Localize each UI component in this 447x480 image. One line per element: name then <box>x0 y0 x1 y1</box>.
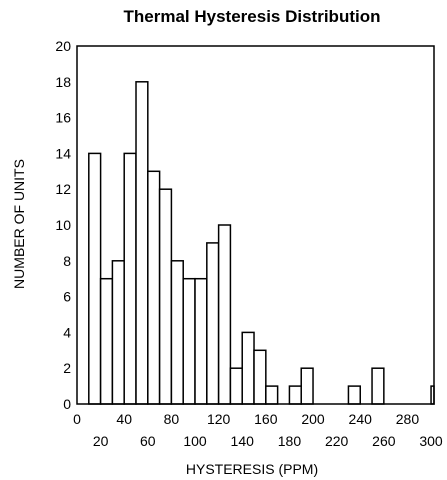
y-tick-label: 20 <box>55 38 71 54</box>
histogram-bar <box>206 242 220 405</box>
x-tick-label: 180 <box>278 433 302 449</box>
y-axis-ticks: 0 2 4 6 8 10 12 14 16 18 20 <box>55 38 71 412</box>
bars-group <box>88 81 435 405</box>
y-tick-label: 12 <box>55 181 71 197</box>
y-tick-label: 16 <box>55 110 71 126</box>
x-tick-label: 240 <box>349 411 373 427</box>
y-tick-label: 18 <box>55 74 71 90</box>
histogram-bar <box>147 170 161 405</box>
x-tick-label: 100 <box>183 433 207 449</box>
x-axis-ticks: 0 40 80 120 160 200 240 280 20 60 100 140 180 220 260 3… <box>73 411 443 449</box>
x-tick-label: 60 <box>140 433 156 449</box>
x-tick-label: 120 <box>207 411 231 427</box>
y-tick-label: 4 <box>63 324 71 340</box>
histogram-bar <box>99 277 114 405</box>
histogram-bar <box>300 367 314 405</box>
x-tick-label: 200 <box>301 411 325 427</box>
histogram-bar <box>371 367 385 405</box>
histogram-bar <box>88 152 102 405</box>
histogram-bar <box>182 277 196 405</box>
x-tick-label: 20 <box>93 433 109 449</box>
y-tick-label: 0 <box>63 396 71 412</box>
y-tick-label: 2 <box>63 360 71 376</box>
y-tick-label: 14 <box>55 145 71 161</box>
histogram-bar <box>253 349 267 405</box>
histogram-bar <box>241 331 255 405</box>
histogram-bar <box>123 152 137 405</box>
x-axis-label: HYSTERESIS (PPM) <box>186 461 318 477</box>
histogram-bar <box>111 260 125 405</box>
y-tick-label: 10 <box>55 217 71 233</box>
histogram-bar <box>217 224 232 405</box>
x-tick-label: 40 <box>116 411 132 427</box>
histogram-bar <box>347 385 361 405</box>
histogram-bar <box>158 188 173 405</box>
y-axis-label: NUMBER OF UNITS <box>11 159 27 289</box>
x-tick-label: 260 <box>372 433 396 449</box>
x-tick-label: 140 <box>231 433 255 449</box>
histogram-bar <box>288 385 302 405</box>
chart-title: Thermal Hysteresis Distribution <box>124 7 381 26</box>
plot-frame <box>76 45 435 405</box>
x-tick-label: 160 <box>254 411 278 427</box>
x-tick-label: 80 <box>164 411 180 427</box>
histogram-bar <box>265 385 279 405</box>
y-tick-label: 8 <box>63 253 71 269</box>
x-tick-label: 220 <box>325 433 349 449</box>
histogram-bar <box>229 367 243 405</box>
x-tick-label: 280 <box>396 411 420 427</box>
x-tick-label: 300 <box>419 433 443 449</box>
histogram-bar <box>170 260 184 405</box>
histogram-bar <box>135 81 149 405</box>
y-tick-label: 6 <box>63 289 71 305</box>
x-tick-label: 0 <box>73 411 81 427</box>
histogram-bar <box>194 277 208 405</box>
